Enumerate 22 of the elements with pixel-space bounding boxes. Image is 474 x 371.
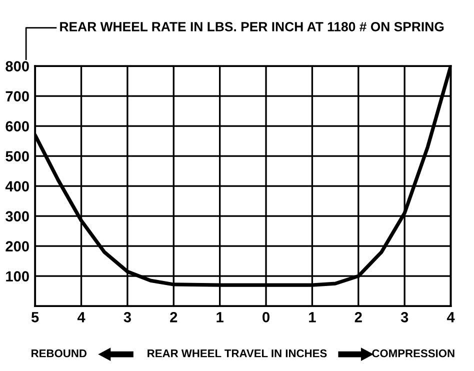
x-axis-title: REAR WHEEL TRAVEL IN INCHES [148, 349, 327, 358]
y-tick-label: 300 [6, 211, 29, 222]
y-tick-label: 400 [5, 181, 29, 192]
x-tick-label: 5 [31, 312, 39, 322]
y-tick-label: 500 [6, 151, 29, 162]
text: REBOUND [32, 349, 87, 358]
x-tick-label: 0 [262, 312, 270, 322]
y-tick-label: 600 [6, 121, 29, 132]
x-tick-label: 4 [77, 312, 86, 322]
x-tick-label: 3 [124, 312, 131, 322]
text: COMPRESSION [372, 349, 454, 358]
x-tick-label: 2 [170, 312, 178, 322]
x-tick-label: 3 [400, 312, 408, 322]
x-tick-label: 1 [309, 312, 316, 322]
y-tick-label: 100 [6, 271, 29, 282]
y-tick-label: 700 [6, 91, 29, 102]
x-tick-label: 2 [354, 312, 362, 322]
y-tick-label: 200 [6, 241, 29, 252]
x-tick-label: 1 [216, 312, 224, 322]
y-axis-title: REAR WHEEL RATE IN LBS. PER INCH AT 1180 # ON SPRING [60, 22, 444, 32]
y-tick-label: 800 [6, 61, 29, 72]
x-tick-label: 4 [446, 312, 455, 322]
